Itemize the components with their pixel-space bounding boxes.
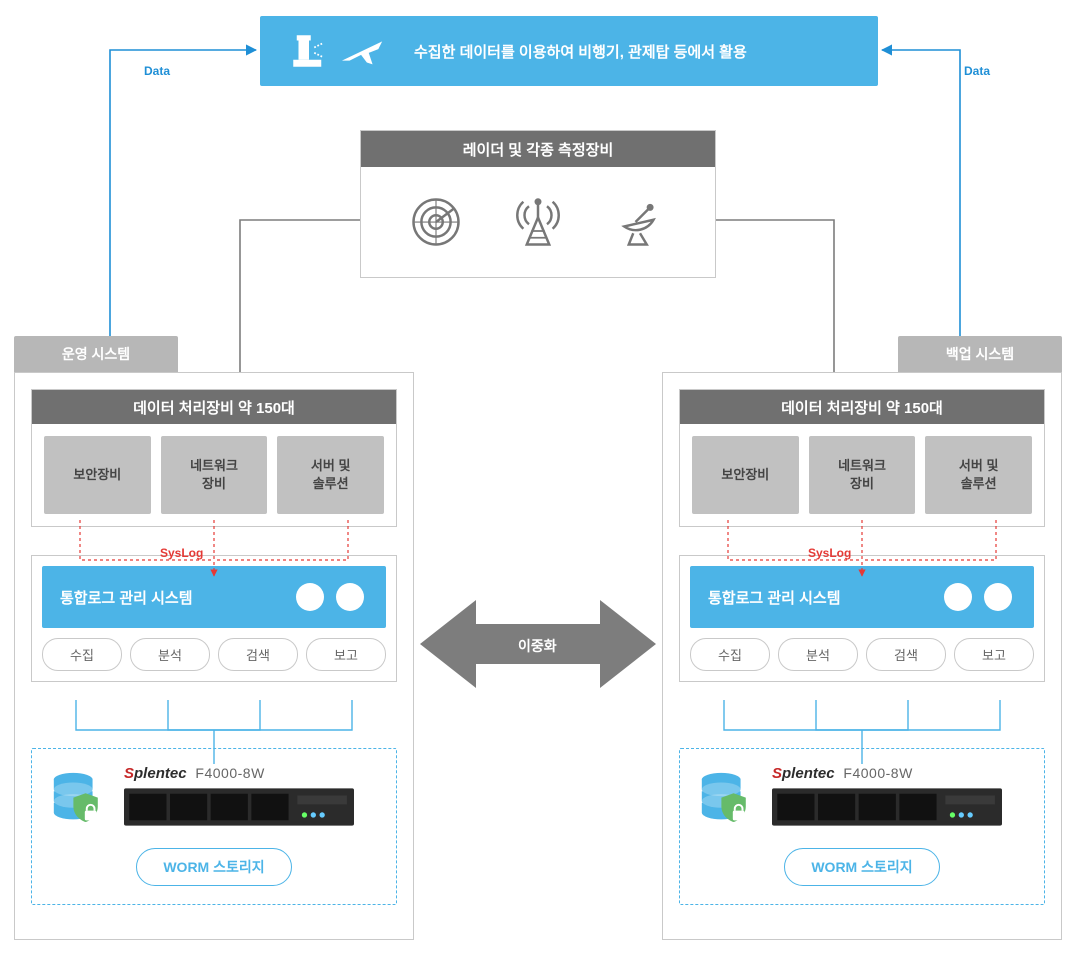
left-log-title: 통합로그 관리 시스템 (60, 587, 193, 608)
right-equip-title: 데이터 처리장비 약 150대 (680, 390, 1044, 424)
right-system-tab: 백업 시스템 (898, 336, 1062, 372)
right-tag-0: 수집 (690, 638, 770, 671)
data-label-right: Data (964, 64, 990, 78)
left-system-tab: 운영 시스템 (14, 336, 178, 372)
left-storage-label: WORM 스토리지 (136, 848, 291, 886)
left-tag-0: 수집 (42, 638, 122, 671)
left-model: F4000-8W (195, 765, 264, 781)
antenna-icon (511, 195, 565, 249)
left-brand: Splentec (124, 765, 187, 782)
left-storage-card: Splentec F4000-8W WORM 스토리지 (31, 748, 397, 905)
database-lock-icon (696, 768, 758, 830)
right-storage-label: WORM 스토리지 (784, 848, 939, 886)
right-log-title-bar: 통합로그 관리 시스템 (690, 566, 1034, 628)
left-equip-0: 보안장비 (44, 436, 151, 514)
radar-box: 레이더 및 각종 측정장비 (360, 130, 716, 278)
right-equip-0: 보안장비 (692, 436, 799, 514)
right-equip-card: 데이터 처리장비 약 150대 보안장비 네트워크장비 서버 및솔루션 (679, 389, 1045, 527)
flow-right-to-banner (882, 50, 960, 370)
radar-title: 레이더 및 각종 측정장비 (361, 131, 715, 167)
duplex-label: 이중화 (518, 636, 557, 656)
left-tag-2: 검색 (218, 638, 298, 671)
tower-icon (288, 30, 330, 72)
right-tag-3: 보고 (954, 638, 1034, 671)
rack-server-icon (772, 787, 1002, 827)
rack-server-icon (124, 787, 354, 827)
right-log-card: 통합로그 관리 시스템 수집 분석 검색 보고 (679, 555, 1045, 682)
usage-banner: 수집한 데이터를 이용하여 비행기, 관제탑 등에서 활용 (260, 16, 878, 86)
right-storage-card: Splentec F4000-8W WORM 스토리지 (679, 748, 1045, 905)
airplane-icon (340, 30, 386, 72)
server-dots-icon (944, 583, 1012, 611)
right-log-title: 통합로그 관리 시스템 (708, 587, 841, 608)
database-lock-icon (48, 768, 110, 830)
syslog-label-left: SysLog (160, 546, 203, 560)
right-tag-1: 분석 (778, 638, 858, 671)
left-system-panel: 데이터 처리장비 약 150대 보안장비 네트워크장비 서버 및솔루션 통합로그… (14, 372, 414, 940)
right-model: F4000-8W (843, 765, 912, 781)
right-system-panel: 데이터 처리장비 약 150대 보안장비 네트워크장비 서버 및솔루션 통합로그… (662, 372, 1062, 940)
left-equip-2: 서버 및솔루션 (277, 436, 384, 514)
right-tag-2: 검색 (866, 638, 946, 671)
server-dots-icon (296, 583, 364, 611)
syslog-label-right: SysLog (808, 546, 851, 560)
left-tag-3: 보고 (306, 638, 386, 671)
banner-icons (288, 30, 386, 72)
left-log-card: 통합로그 관리 시스템 수집 분석 검색 보고 (31, 555, 397, 682)
banner-text: 수집한 데이터를 이용하여 비행기, 관제탑 등에서 활용 (414, 41, 747, 62)
left-equip-card: 데이터 처리장비 약 150대 보안장비 네트워크장비 서버 및솔루션 (31, 389, 397, 527)
data-label-left: Data (144, 64, 170, 78)
radar-icon (409, 195, 463, 249)
right-brand: Splentec (772, 765, 835, 782)
left-tag-1: 분석 (130, 638, 210, 671)
right-equip-1: 네트워크장비 (809, 436, 916, 514)
flow-left-to-banner (110, 50, 256, 370)
left-equip-1: 네트워크장비 (161, 436, 268, 514)
satellite-dish-icon (613, 195, 667, 249)
left-equip-title: 데이터 처리장비 약 150대 (32, 390, 396, 424)
left-log-title-bar: 통합로그 관리 시스템 (42, 566, 386, 628)
right-equip-2: 서버 및솔루션 (925, 436, 1032, 514)
